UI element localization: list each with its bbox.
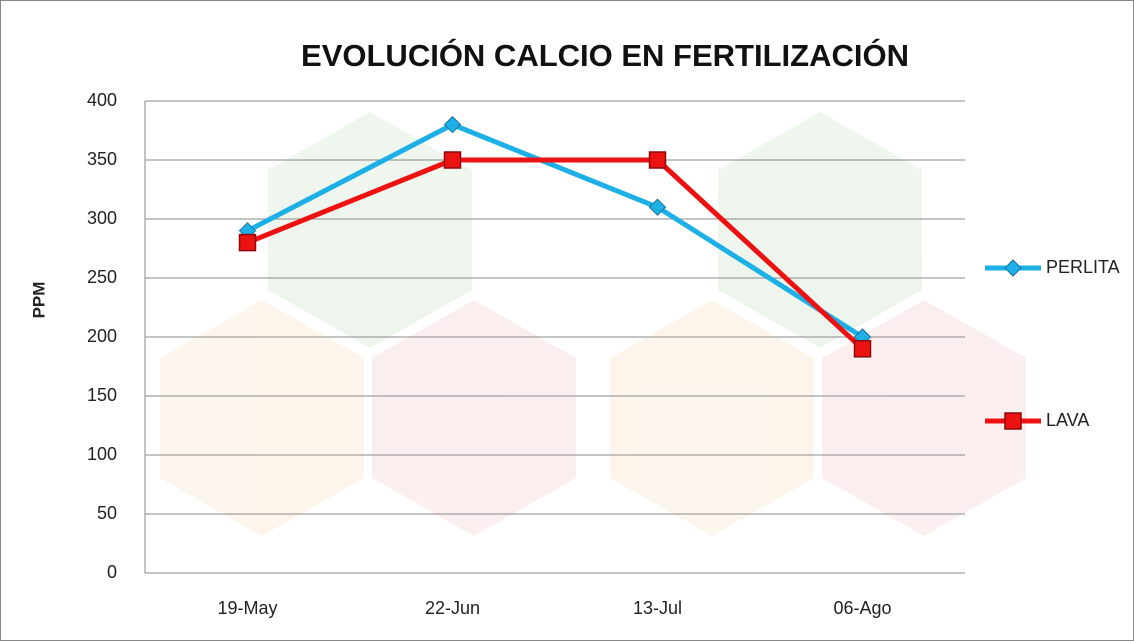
x-tick-label: 06-Ago [833, 598, 891, 618]
watermark [160, 112, 1026, 536]
y-tick-label: 350 [87, 149, 117, 169]
series-line [246, 122, 864, 340]
chart-title: EVOLUCIÓN CALCIO EN FERTILIZACIÓN [301, 37, 909, 73]
x-tick-label: 13-Jul [633, 598, 682, 618]
y-tick-label: 50 [97, 503, 117, 523]
y-tick-label: 300 [87, 208, 117, 228]
y-tick-label: 150 [87, 385, 117, 405]
y-tick-label: 250 [87, 267, 117, 287]
data-point [443, 151, 462, 169]
legend-label: LAVA [1046, 410, 1089, 430]
y-tick-label: 400 [87, 90, 117, 110]
y-tick-label: 100 [87, 444, 117, 464]
x-tick-label: 19-May [217, 598, 277, 618]
legend-marker [1004, 259, 1022, 277]
data-point [238, 233, 257, 252]
legend-label: PERLITA [1046, 257, 1120, 277]
data-point [853, 340, 872, 358]
data-point [648, 198, 667, 216]
data-point [443, 115, 462, 134]
legend-marker [1004, 412, 1022, 430]
series-line [246, 157, 865, 351]
x-tick-label: 22-Jun [425, 598, 480, 618]
data-point [648, 151, 667, 169]
y-tick-label: 0 [107, 562, 117, 582]
y-axis-label: PPM [29, 282, 48, 319]
y-tick-label: 200 [87, 326, 117, 346]
